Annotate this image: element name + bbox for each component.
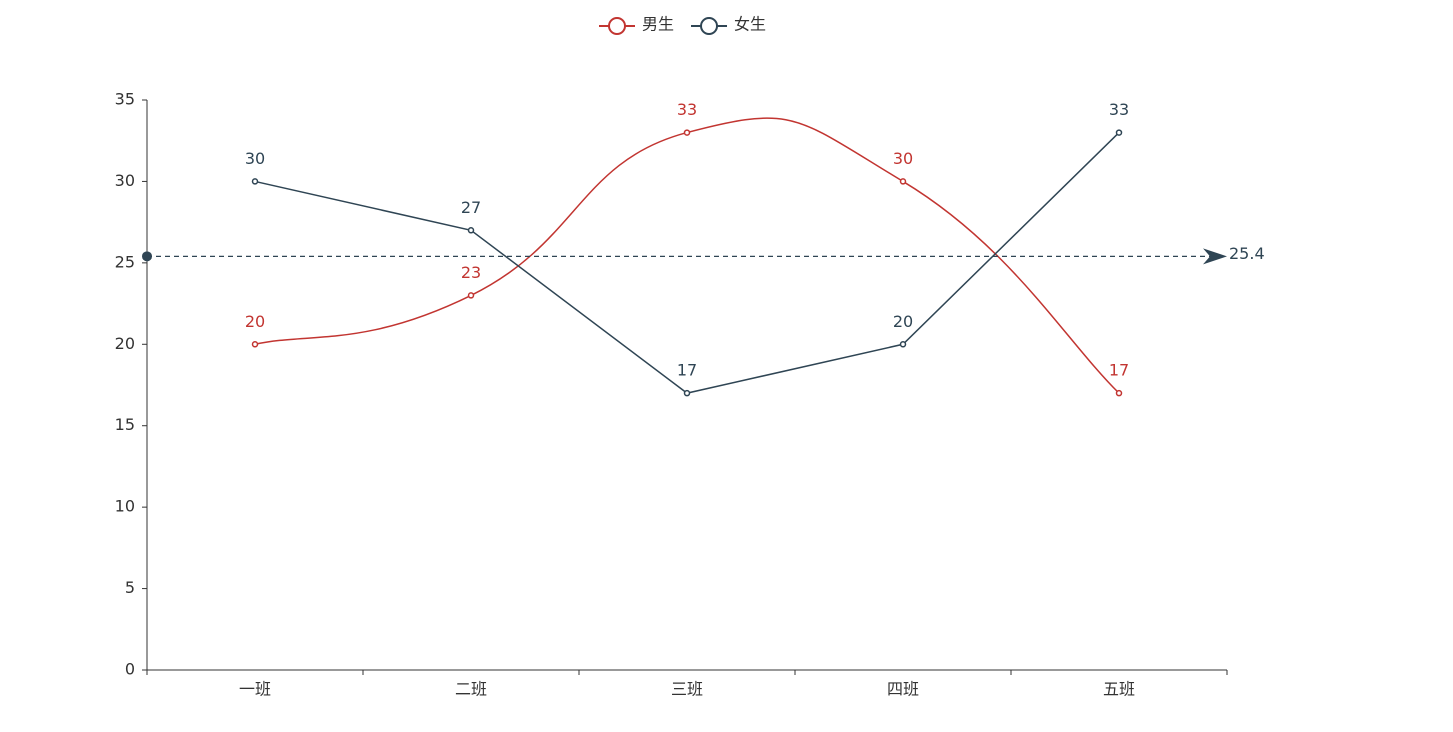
y-tick-label: 0 [125, 660, 135, 679]
y-tick-label: 20 [115, 334, 135, 353]
y-tick-label: 25 [115, 252, 135, 271]
data-point [683, 389, 691, 397]
y-tick-label: 15 [115, 415, 135, 434]
data-label: 20 [893, 312, 913, 331]
data-label: 20 [245, 312, 265, 331]
data-point [1115, 389, 1123, 397]
mark-line-label: 25.4 [1229, 244, 1265, 263]
data-point [683, 129, 691, 136]
legend-label: 男生 [642, 15, 674, 34]
data-label: 23 [461, 263, 481, 282]
data-point [467, 292, 475, 299]
legend: 男生 女生 [599, 15, 766, 35]
data-point [251, 341, 259, 348]
data-point [251, 178, 259, 185]
x-tick-label: 四班 [887, 680, 919, 699]
x-tick-label: 五班 [1103, 680, 1135, 699]
data-point [1115, 129, 1123, 136]
x-tick-label: 三班 [671, 680, 703, 699]
legend-icon [608, 17, 626, 35]
y-tick-label: 5 [125, 578, 135, 597]
y-tick-label: 10 [115, 497, 135, 516]
data-label: 17 [677, 361, 697, 380]
y-tick-label: 30 [115, 171, 135, 190]
series-line [254, 117, 1120, 394]
data-label: 33 [677, 100, 697, 119]
mark-line [142, 248, 1227, 265]
data-point [899, 341, 907, 348]
data-label: 17 [1109, 361, 1129, 380]
x-tick-label: 一班 [239, 680, 271, 699]
y-tick-label: 35 [115, 90, 135, 109]
x-tick-label: 二班 [455, 680, 487, 699]
legend-label: 女生 [734, 15, 766, 34]
data-point [467, 227, 475, 234]
mark-line-arrow [1203, 248, 1227, 265]
series-line [254, 132, 1120, 394]
data-label: 30 [245, 149, 265, 168]
mark-line-start [142, 251, 152, 262]
data-label: 27 [461, 198, 481, 217]
data-label: 30 [893, 149, 913, 168]
data-label: 33 [1109, 100, 1129, 119]
legend-icon [700, 17, 719, 35]
data-point [899, 178, 907, 185]
